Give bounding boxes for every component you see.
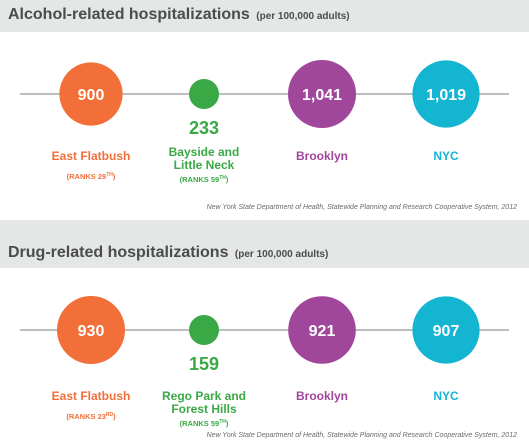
category-name-3: Brooklyn [296,389,348,403]
bubble-2 [189,315,219,345]
value-label-1: 900 [78,87,105,104]
drug-title: Drug-related hospitalizations [8,244,229,261]
value-label-3: 1,041 [302,87,342,104]
alcohol-chart-card: 900 East Flatbush (RANKS 29TH) 233 Bayside a… [0,32,529,220]
bubble-4 [412,60,480,128]
drug-subtitle: (per 100,000 adults) [234,249,329,260]
rank-label-2: (RANKS 59TH) [180,419,229,428]
value-label-4: 907 [433,323,460,340]
value-label-1: 930 [78,323,105,340]
category-name-2: Bayside and [169,145,240,159]
value-label-2: 159 [189,354,219,374]
bubble-1 [57,296,125,364]
category-name-2: Rego Park and [162,389,246,403]
alcohol-subtitle: (per 100,000 adults) [256,11,350,22]
rank-label-1: (RANKS 23RD) [66,412,116,421]
alcohol-source: New York State Department of Health, Sta… [206,204,517,211]
alcohol-title: Alcohol-related hospitalizations [8,6,250,23]
alcohol-chart: 900 East Flatbush (RANKS 29TH) 233 Bayside a… [20,60,509,184]
drug-chart-card: 930 East Flatbush (RANKS 23RD) 159 Rego Park… [0,268,529,440]
category-name-3: Brooklyn [296,149,348,163]
drug-chart: 930 East Flatbush (RANKS 23RD) 159 Rego Park… [20,296,509,428]
value-label-3: 921 [309,323,336,340]
bubble-2 [189,79,219,109]
category-name-4: NYC [433,149,459,163]
category-name-1: East Flatbush [52,389,131,403]
bubble-4 [412,296,480,364]
category-name-1: East Flatbush [52,149,131,163]
rank-label-1: (RANKS 29TH) [67,172,116,181]
value-label-4: 1,019 [426,87,466,104]
category-name-2: Forest Hills [171,402,237,416]
bubble-1 [59,62,123,126]
bubble-3 [288,60,356,128]
category-name-4: NYC [433,389,459,403]
category-name-2: Little Neck [174,158,235,172]
value-label-2: 233 [189,118,219,138]
rank-label-2: (RANKS 59TH) [180,175,229,184]
drug-source: New York State Department of Health, Sta… [206,432,517,439]
bubble-3 [288,296,356,364]
alcohol-panel-title: Alcohol-related hospitalizations (per 10… [8,6,350,24]
drug-panel-title: Drug-related hospitalizations (per 100,0… [8,244,328,262]
